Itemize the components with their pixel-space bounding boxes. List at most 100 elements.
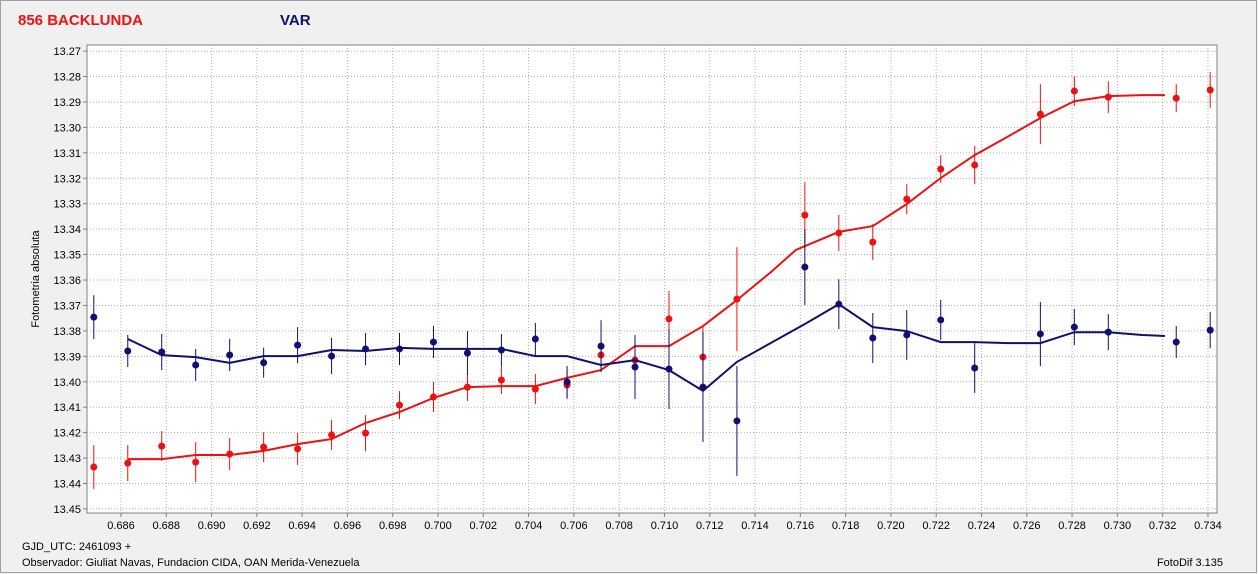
data-point xyxy=(396,401,404,409)
x-tick-label: 0.698 xyxy=(379,520,407,532)
series-label: 856 BACKLUNDA xyxy=(18,12,143,29)
data-point xyxy=(328,352,336,360)
y-tick-label: 13.45 xyxy=(53,504,81,516)
y-tick-label: 13.44 xyxy=(53,478,81,490)
y-tick-label: 13.28 xyxy=(53,72,81,84)
data-point xyxy=(903,331,911,339)
x-tick-label: 0.722 xyxy=(922,520,950,532)
y-tick-label: 13.38 xyxy=(53,326,81,338)
x-tick-label: 0.732 xyxy=(1149,520,1177,532)
data-point xyxy=(429,393,437,401)
data-point xyxy=(294,445,302,453)
data-point xyxy=(631,363,639,371)
y-tick-label: 13.30 xyxy=(53,122,81,134)
data-point xyxy=(192,361,200,369)
data-point xyxy=(733,295,741,303)
data-point xyxy=(835,229,843,237)
data-point xyxy=(362,429,370,437)
x-tick-label: 0.688 xyxy=(152,520,180,532)
data-point xyxy=(463,383,471,391)
fit-line xyxy=(127,94,1165,461)
data-point xyxy=(260,359,268,367)
data-point xyxy=(665,315,673,323)
footer-date: GJD_UTC: 2461093 + xyxy=(22,541,131,553)
x-tick-label: 0.704 xyxy=(515,520,543,532)
y-axis-label: Fotometria absoluta xyxy=(30,230,42,328)
x-tick-label: 0.734 xyxy=(1194,520,1222,532)
data-point xyxy=(563,378,571,386)
data-point xyxy=(1070,87,1078,95)
data-point xyxy=(801,211,809,219)
x-tick-label: 0.696 xyxy=(334,520,362,532)
x-tick-label: 0.724 xyxy=(968,520,996,532)
y-tick-label: 13.40 xyxy=(53,377,81,389)
data-point xyxy=(937,165,945,173)
y-tick-label: 13.34 xyxy=(53,224,81,236)
data-point xyxy=(497,346,505,354)
x-tick-label: 0.686 xyxy=(107,520,135,532)
y-tick-label: 13.33 xyxy=(53,199,81,211)
x-tick-label: 0.700 xyxy=(424,520,452,532)
data-point xyxy=(497,376,505,384)
x-tick-label: 0.730 xyxy=(1104,520,1132,532)
data-point xyxy=(158,348,166,356)
data-point xyxy=(1172,94,1180,102)
footer-software: FotoDif 3.135 xyxy=(1157,557,1223,569)
data-point xyxy=(835,300,843,308)
data-point xyxy=(531,335,539,343)
y-tick-label: 13.32 xyxy=(53,173,81,185)
data-point xyxy=(90,313,98,321)
data-point xyxy=(328,431,336,439)
data-point xyxy=(1036,330,1044,338)
data-point xyxy=(124,459,132,467)
data-point xyxy=(192,458,200,466)
data-point xyxy=(1104,328,1112,336)
data-point xyxy=(260,443,268,451)
data-point xyxy=(869,334,877,342)
data-point xyxy=(90,463,98,471)
data-point xyxy=(158,442,166,450)
data-point xyxy=(226,351,234,359)
data-point xyxy=(463,349,471,357)
series-label: VAR xyxy=(280,12,311,29)
x-tick-label: 0.706 xyxy=(560,520,588,532)
x-tick-label: 0.714 xyxy=(741,520,769,532)
x-tick-label: 0.708 xyxy=(605,520,633,532)
y-tick-label: 13.43 xyxy=(53,453,81,465)
data-point xyxy=(869,238,877,246)
data-point xyxy=(665,365,673,373)
data-point xyxy=(1206,326,1214,334)
x-tick-label: 0.726 xyxy=(1013,520,1041,532)
data-point xyxy=(124,347,132,355)
data-point xyxy=(226,450,234,458)
data-point xyxy=(903,195,911,203)
data-point xyxy=(1172,338,1180,346)
y-tick-label: 13.27 xyxy=(53,46,81,58)
x-tick-label: 0.702 xyxy=(470,520,498,532)
data-point xyxy=(1206,86,1214,94)
data-point xyxy=(801,263,809,271)
data-point xyxy=(699,383,707,391)
data-point xyxy=(971,364,979,372)
data-point xyxy=(294,341,302,349)
y-tick-label: 13.29 xyxy=(53,97,81,109)
x-tick-label: 0.718 xyxy=(832,520,860,532)
y-tick-label: 13.37 xyxy=(53,300,81,312)
data-point xyxy=(429,338,437,346)
x-tick-label: 0.720 xyxy=(877,520,905,532)
data-point xyxy=(733,417,741,425)
y-tick-label: 13.35 xyxy=(53,250,81,262)
data-point xyxy=(937,316,945,324)
x-tick-label: 0.694 xyxy=(288,520,316,532)
x-tick-label: 0.712 xyxy=(696,520,724,532)
data-point xyxy=(396,345,404,353)
data-point xyxy=(971,161,979,169)
data-point xyxy=(597,342,605,350)
y-tick-label: 13.39 xyxy=(53,351,81,363)
data-point xyxy=(362,345,370,353)
data-point xyxy=(1104,93,1112,101)
y-tick-label: 13.41 xyxy=(53,402,81,414)
x-tick-label: 0.710 xyxy=(651,520,679,532)
y-tick-label: 13.36 xyxy=(53,275,81,287)
